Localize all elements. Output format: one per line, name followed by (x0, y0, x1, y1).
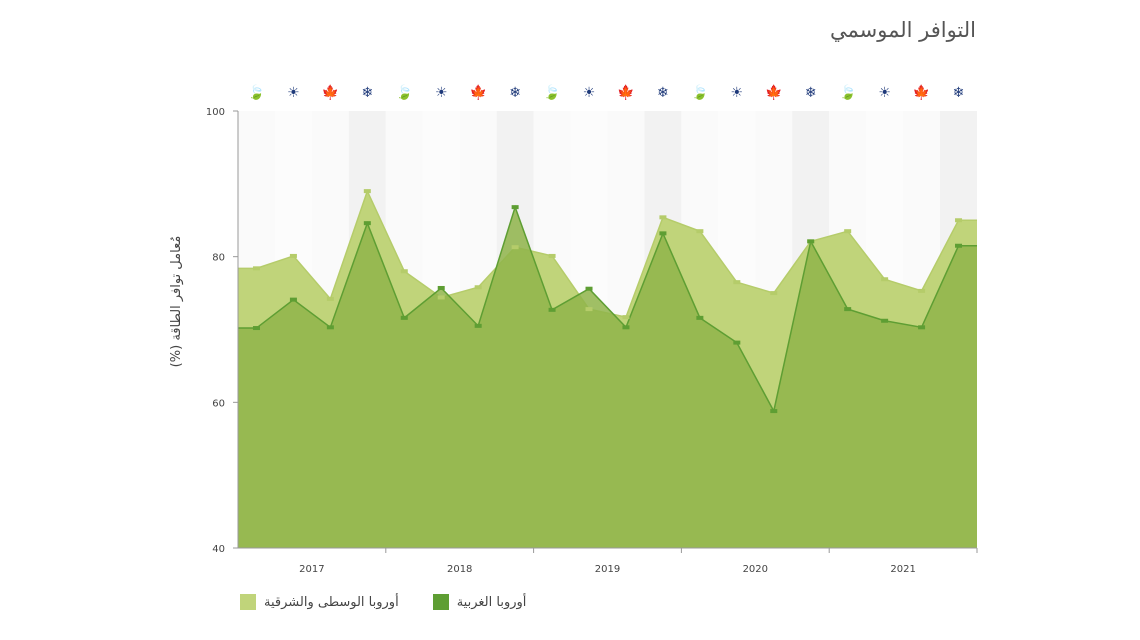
x-tick-label: 2018 (447, 564, 472, 575)
point-central-eastern-europe (252, 266, 260, 271)
point-western-europe (289, 297, 297, 302)
point-central-eastern-europe (437, 295, 445, 300)
x-tick-label: 2017 (299, 564, 324, 575)
point-western-europe (733, 340, 741, 345)
leaf-icon: 🍃 (691, 83, 708, 101)
point-central-eastern-europe (585, 307, 593, 312)
legend-label-central-eastern-europe: أوروبا الوسطى والشرقية (264, 594, 399, 610)
snowflake-icon: ❄ (953, 85, 965, 101)
point-western-europe (363, 221, 371, 226)
point-western-europe (696, 315, 704, 320)
point-central-eastern-europe (844, 229, 852, 234)
point-central-eastern-europe (474, 285, 482, 290)
point-central-eastern-europe (881, 277, 889, 282)
point-western-europe (844, 307, 852, 312)
point-western-europe (548, 307, 556, 312)
y-tick-label: 80 (212, 253, 225, 264)
line-western-europe (238, 204, 977, 414)
point-central-eastern-europe (400, 269, 408, 274)
x-tick-label: 2021 (890, 564, 915, 575)
point-western-europe (252, 326, 260, 331)
point-western-europe (807, 239, 815, 244)
snowflake-icon: ❄ (361, 85, 373, 101)
point-western-europe (474, 323, 482, 328)
point-central-eastern-europe (622, 315, 630, 320)
maple-leaf-icon: 🍁 (765, 84, 782, 101)
point-central-eastern-europe (548, 253, 556, 258)
x-tick-label: 2019 (595, 564, 620, 575)
maple-leaf-icon: 🍁 (322, 84, 339, 101)
snowflake-icon: ❄ (657, 85, 669, 101)
area-western-europe (238, 207, 977, 548)
point-western-europe (622, 325, 630, 330)
legend-swatch-western-europe (432, 594, 449, 610)
sun-icon: ☀ (435, 85, 448, 101)
y-tick-label: 100 (206, 107, 225, 118)
point-central-eastern-europe (511, 245, 519, 250)
point-central-eastern-europe (770, 291, 778, 296)
maple-leaf-icon: 🍁 (469, 84, 486, 101)
leaf-icon: 🍃 (839, 83, 856, 101)
point-western-europe (918, 325, 926, 330)
point-central-eastern-europe (289, 253, 297, 258)
point-central-eastern-europe (918, 288, 926, 293)
point-western-europe (881, 318, 889, 323)
sun-icon: ☀ (287, 85, 300, 101)
seasonal-availability-chart: 🍃 ☀ 🍁 ❄ 🍃 ☀ 🍁 ❄ 🍃 ☀ 🍁 ❄ 🍃 ☀ 🍁 ❄ 🍃 ☀ 🍁 ❄ 40 60 80 100 مُعامل تواف… (169, 83, 978, 575)
point-central-eastern-europe (326, 296, 334, 301)
sun-icon: ☀ (731, 85, 744, 101)
y-tick-label: 60 (212, 398, 225, 409)
snowflake-icon: ❄ (805, 85, 817, 101)
legend: أوروبا الوسطى والشرقية أوروبا الغربية (240, 594, 526, 610)
point-central-eastern-europe (659, 215, 667, 220)
point-western-europe (955, 243, 963, 248)
y-tick-label: 40 (212, 544, 225, 555)
legend-item-western-europe[interactable]: أوروبا الغربية (432, 594, 527, 610)
legend-label-western-europe: أوروبا الغربية (456, 594, 527, 610)
point-western-europe (326, 325, 334, 330)
point-western-europe (511, 205, 519, 210)
sun-icon: ☀ (878, 85, 891, 101)
chart-title: التوافر الموسمي (829, 18, 976, 42)
leaf-icon: 🍃 (396, 83, 413, 101)
legend-swatch-central-eastern-europe (240, 594, 256, 610)
legend-item-central-eastern-europe[interactable]: أوروبا الوسطى والشرقية (240, 594, 399, 610)
x-tick-label: 2020 (743, 564, 768, 575)
y-axis-title: مُعامل توافر الطاقة (%) (169, 236, 184, 368)
point-western-europe (400, 315, 408, 320)
point-western-europe (585, 286, 593, 291)
leaf-icon: 🍃 (248, 83, 265, 101)
point-central-eastern-europe (955, 218, 963, 223)
point-central-eastern-europe (696, 229, 704, 234)
point-central-eastern-europe (363, 189, 371, 194)
point-western-europe (770, 409, 778, 414)
leaf-icon: 🍃 (543, 83, 560, 101)
snowflake-icon: ❄ (509, 85, 521, 101)
point-western-europe (659, 231, 667, 236)
maple-leaf-icon: 🍁 (913, 84, 930, 101)
point-western-europe (437, 285, 445, 290)
maple-leaf-icon: 🍁 (617, 84, 634, 101)
sun-icon: ☀ (583, 85, 596, 101)
point-central-eastern-europe (733, 280, 741, 285)
